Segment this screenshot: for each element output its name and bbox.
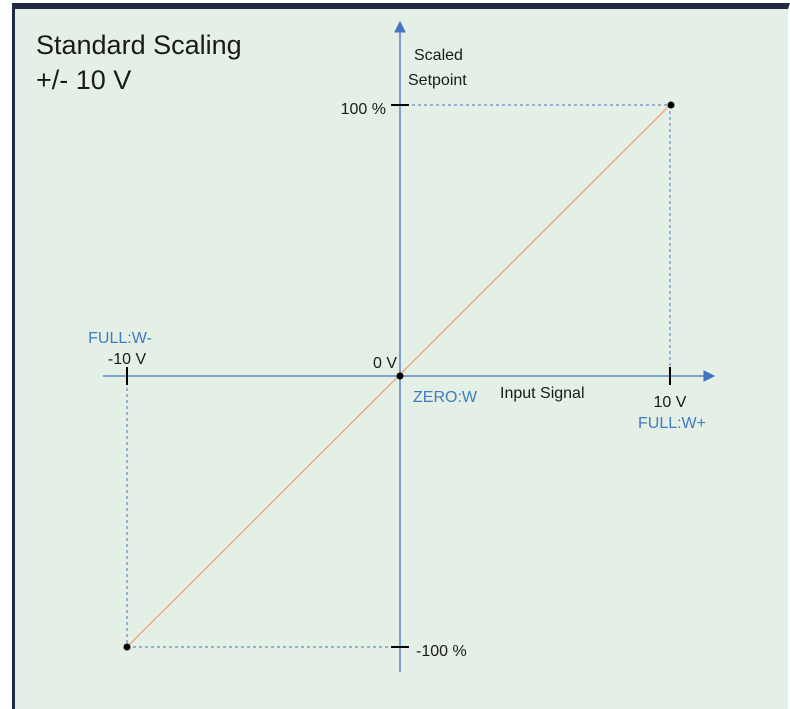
- point-bottom-left: [123, 643, 131, 651]
- diagram-frame: [12, 3, 790, 709]
- tick-label-y-top: 100 %: [341, 101, 386, 118]
- tick-label-x-right: 10 V: [654, 394, 687, 411]
- x-axis-label: Input Signal: [500, 385, 585, 402]
- tick-label-y-bottom: -100 %: [416, 643, 467, 660]
- tick-label-x-left: -10 V: [108, 351, 147, 368]
- diagram-title-line1: Standard Scaling: [36, 30, 242, 60]
- marker-full-w-minus: FULL:W-: [88, 330, 152, 347]
- guide-lines: [126, 104, 671, 648]
- y-axis-label-line2: Setpoint: [408, 72, 467, 89]
- tick-label-origin: 0 V: [373, 355, 397, 372]
- marker-full-w-plus: FULL:W+: [638, 415, 706, 432]
- y-axis-label-line1: Scaled: [414, 47, 463, 64]
- point-top-right: [667, 101, 675, 109]
- point-origin: [396, 372, 404, 380]
- marker-zero-w: ZERO:W: [413, 389, 478, 406]
- diagram-title-line2: +/- 10 V: [36, 65, 131, 95]
- tick-marks: [126, 104, 671, 648]
